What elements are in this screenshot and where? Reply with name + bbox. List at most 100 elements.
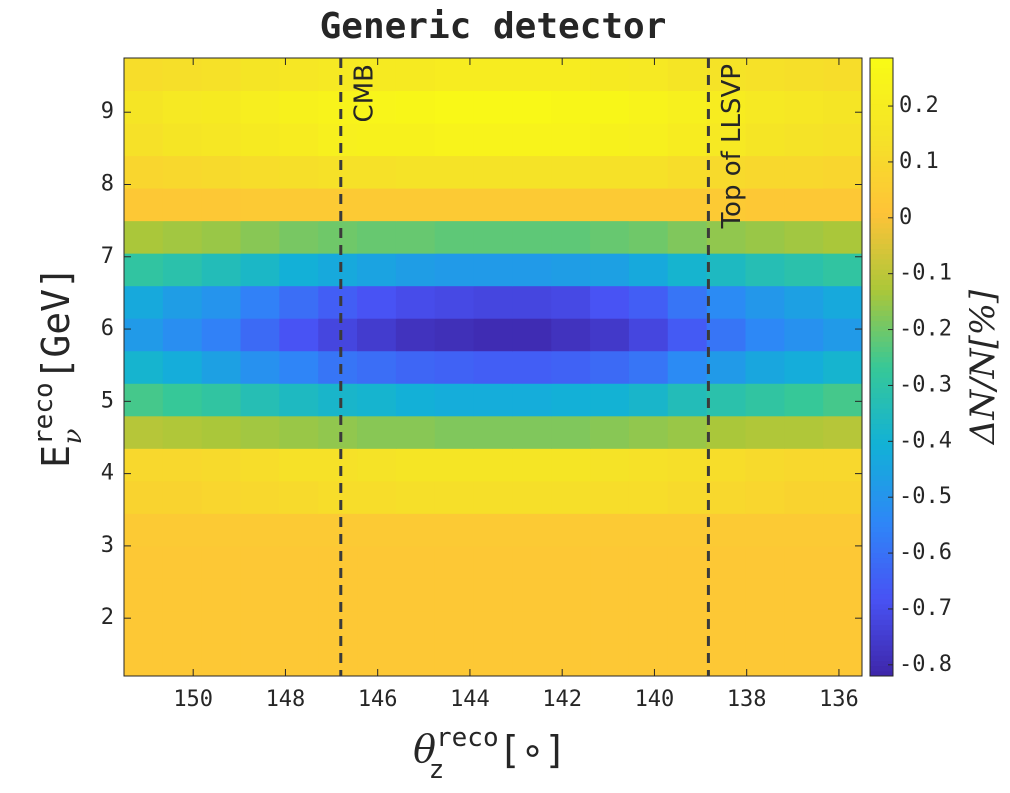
heatmap-cell — [124, 188, 164, 222]
heatmap-cell — [357, 318, 397, 352]
heatmap-cell — [667, 545, 708, 579]
colorbar-segment — [870, 403, 893, 409]
heatmap-cell — [551, 610, 591, 644]
colorbar-segment — [870, 511, 893, 517]
heatmap-cell — [823, 480, 863, 514]
heatmap-cell — [201, 415, 242, 449]
heatmap-cell — [512, 513, 552, 547]
heatmap-cell — [395, 480, 436, 514]
colorbar-segment — [870, 181, 893, 188]
heatmap-cell — [357, 220, 397, 254]
heatmap-cell — [706, 285, 746, 319]
heatmap-cell — [667, 90, 708, 124]
colorbar-segment — [870, 562, 893, 569]
heatmap-cell — [512, 285, 552, 319]
colorbar-segment — [870, 588, 893, 595]
heatmap-cell — [823, 253, 863, 287]
y-tick-label: 8 — [101, 171, 114, 196]
heatmap-cell — [434, 545, 475, 579]
heatmap-cell — [279, 480, 319, 514]
colorbar-segment — [870, 284, 893, 291]
heatmap-cell — [124, 155, 164, 189]
heatmap-cell — [823, 220, 863, 254]
heatmap-cell — [357, 253, 397, 287]
heatmap-cell — [395, 383, 436, 417]
colorbar-segment — [870, 269, 893, 275]
x-axis-label: θreco z [∘] — [413, 723, 567, 785]
heatmap-cell — [318, 480, 358, 514]
colorbar-segment — [870, 506, 893, 512]
heatmap-cell — [318, 318, 358, 352]
heatmap-cell — [628, 545, 669, 579]
heatmap-cell — [745, 123, 785, 157]
heatmap-cell — [279, 155, 319, 189]
heatmap-cell — [318, 220, 358, 254]
heatmap-cell — [473, 285, 513, 319]
heatmap-cell — [395, 610, 436, 644]
heatmap-cell — [318, 285, 358, 319]
heatmap-cell — [512, 90, 552, 124]
heatmap-cell — [628, 188, 669, 222]
heatmap-cell — [201, 350, 242, 384]
colorbar-segment — [870, 433, 893, 440]
x-label-sub: z — [429, 755, 445, 785]
colorbar-segment — [870, 547, 893, 553]
colorbar-segment — [870, 233, 893, 239]
colorbar-segment — [870, 330, 893, 337]
heatmap-cell — [784, 220, 824, 254]
colorbar-tick-label: -0.3 — [899, 372, 952, 397]
heatmap-cell — [201, 610, 242, 644]
heatmap-cell — [201, 123, 242, 157]
heatmap-cell — [357, 188, 397, 222]
heatmap-cell — [434, 155, 475, 189]
heatmap-cell — [473, 513, 513, 547]
colorbar-segment — [870, 557, 893, 564]
colorbar-segment — [870, 114, 893, 121]
heatmap-cell — [395, 188, 436, 222]
heatmap-cell — [124, 545, 164, 579]
colorbar-segment — [870, 166, 893, 172]
heatmap-cell — [434, 220, 475, 254]
heatmap-cell — [512, 545, 552, 579]
heatmap-cell — [240, 383, 280, 417]
colorbar-segment — [870, 387, 893, 394]
heatmap-cell — [784, 610, 824, 644]
heatmap-cell — [240, 123, 280, 157]
heatmap-cell — [628, 480, 669, 514]
heatmap-cell — [240, 545, 280, 579]
heatmap-cell — [823, 123, 863, 157]
heatmap-cell — [357, 383, 397, 417]
heatmap-cell — [551, 578, 591, 612]
heatmap-cell — [357, 513, 397, 547]
heatmap-cell — [162, 155, 203, 189]
heatmap-cell — [357, 123, 397, 157]
heatmap-cell — [784, 415, 824, 449]
heatmap-cell — [201, 253, 242, 287]
colorbar-segment — [870, 58, 893, 64]
colorbar-tick-label: -0.6 — [899, 540, 952, 565]
colorbar-segment — [870, 145, 893, 152]
colorbar-segment — [870, 578, 893, 584]
heatmap-cell — [318, 350, 358, 384]
colorbar-segment — [870, 140, 893, 147]
heatmap-cell — [357, 578, 397, 612]
heatmap-cell — [823, 383, 863, 417]
colorbar-tick-label: -0.7 — [899, 596, 952, 621]
heatmap-cell — [667, 415, 708, 449]
heatmap-cell — [434, 123, 475, 157]
heatmap-cell — [551, 643, 591, 677]
heatmap-cell — [706, 545, 746, 579]
x-label-unit: [∘] — [498, 728, 567, 772]
heatmap-cell — [512, 350, 552, 384]
heatmap-cell — [590, 220, 630, 254]
heatmap-cell — [667, 578, 708, 612]
heatmap-cell — [551, 513, 591, 547]
heatmap-cell — [357, 58, 397, 92]
heatmap-cell — [395, 545, 436, 579]
x-tick-label: 142 — [542, 687, 582, 712]
heatmap-cell — [590, 643, 630, 677]
heatmap-cell — [784, 285, 824, 319]
heatmap-cell — [434, 253, 475, 287]
heatmap-cell — [551, 350, 591, 384]
heatmap-cell — [745, 383, 785, 417]
